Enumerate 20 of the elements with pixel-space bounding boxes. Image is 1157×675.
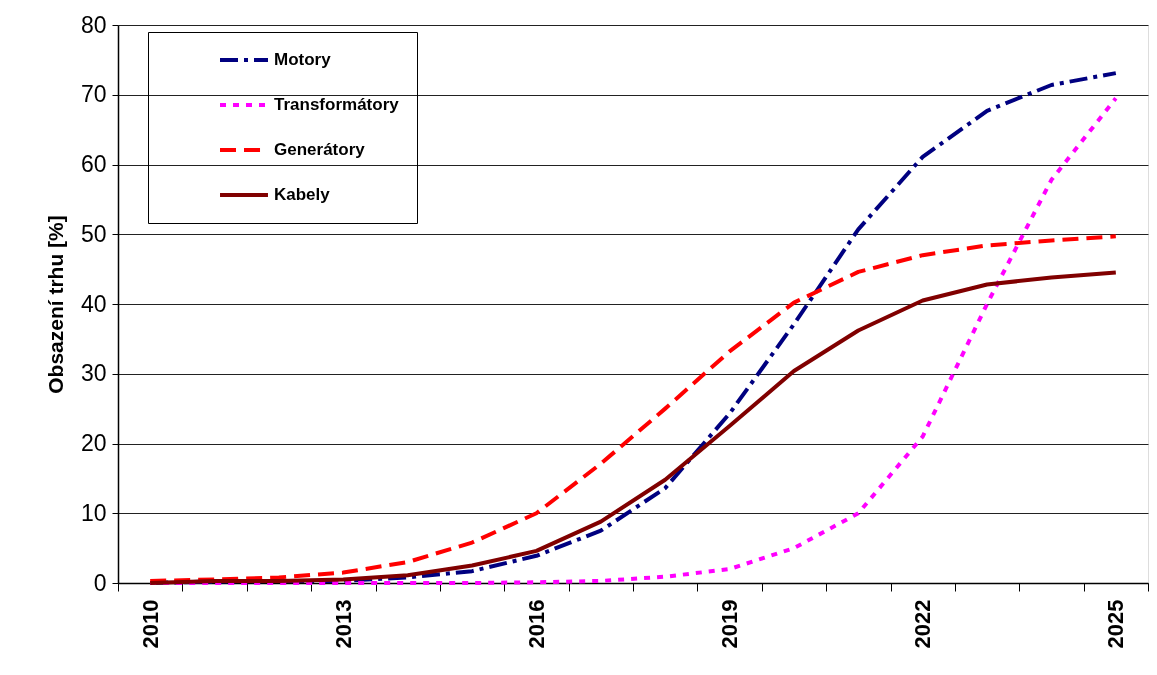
legend-label: Kabely [274,185,331,204]
x-tick-label: 2025 [1103,599,1129,649]
x-tick-label: 2013 [330,599,356,649]
legend-label: Motory [274,50,332,69]
y-tick-label: 70 [80,81,107,108]
y-tick-label: 10 [80,499,107,526]
x-tick-label: 2022 [910,599,936,649]
x-tick-label: 2019 [717,599,743,649]
y-tick-label: 40 [80,290,107,317]
y-tick-label: 20 [80,430,107,456]
y-tick-label: 80 [80,11,107,38]
y-axis-title: Obsazení trhu [%] [43,215,67,394]
y-tick-label: 30 [80,360,107,387]
x-tick-label: 2016 [523,599,549,649]
legend-label: Generátory [274,140,366,159]
y-tick-label: 0 [93,569,107,596]
legend-label: Transformátory [274,95,400,114]
y-tick-label: 60 [80,151,107,177]
y-tick-label: 50 [80,220,107,247]
x-tick-label: 2010 [137,599,163,649]
